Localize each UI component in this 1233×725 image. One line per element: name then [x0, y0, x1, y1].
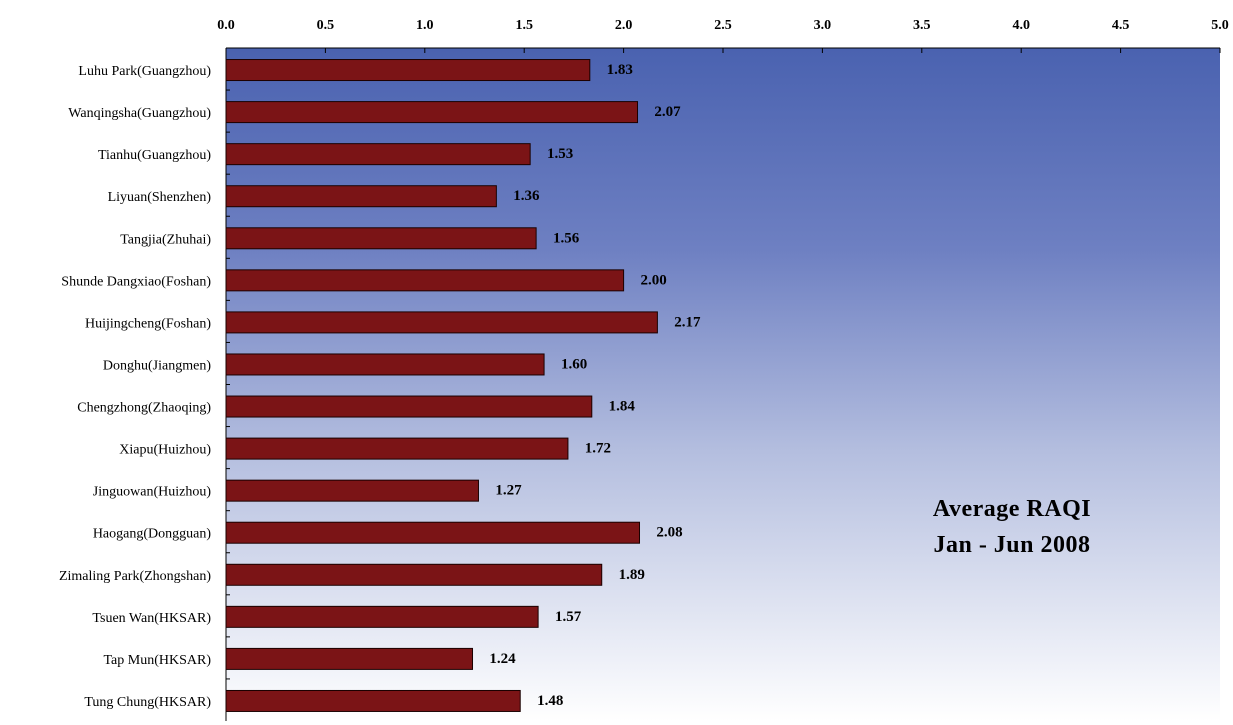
data-label: 1.89 — [619, 567, 645, 583]
bar — [225, 101, 639, 124]
x-tick-label: 5.0 — [1211, 18, 1229, 33]
data-label: 2.08 — [656, 525, 682, 541]
x-tick-label: 0.0 — [217, 18, 235, 33]
category-label: Xiapu(Huizhou) — [119, 443, 211, 458]
data-label: 1.48 — [537, 693, 563, 709]
category-label: Tung Chung(HKSAR) — [84, 695, 211, 710]
annotation: Average RAQI Jan - Jun 2008 — [933, 496, 1091, 558]
x-tick-label: 2.0 — [615, 18, 633, 33]
bar — [225, 353, 545, 376]
bar — [225, 59, 591, 82]
category-label: Tianhu(Guangzhou) — [98, 148, 211, 163]
x-tick-label: 4.0 — [1012, 18, 1030, 33]
data-label: 2.00 — [640, 272, 666, 288]
x-tick-label: 2.5 — [714, 18, 732, 33]
bar — [225, 437, 569, 460]
data-label: 1.60 — [561, 356, 587, 372]
bar — [225, 647, 474, 670]
annotation-line-2: Jan - Jun 2008 — [933, 532, 1090, 558]
data-label: 1.84 — [609, 399, 636, 415]
data-label: 1.27 — [495, 483, 522, 499]
labels: 0.0 0.5 1.0 1.5 2.0 2.5 3.0 3.5 4.0 4.5 5.0 Luhu Pa… — [59, 18, 1229, 710]
category-label: Haogang(Dongguan) — [93, 527, 212, 542]
data-label: 1.24 — [489, 651, 516, 667]
x-tick-label: 4.5 — [1112, 18, 1130, 33]
bar — [225, 311, 658, 334]
category-label: Chengzhong(Zhaoqing) — [77, 401, 211, 416]
category-label: Wanqingsha(Guangzhou) — [68, 106, 211, 121]
category-label: Zimaling Park(Zhongshan) — [59, 569, 211, 584]
x-tick-label: 3.5 — [913, 18, 931, 33]
bar — [225, 563, 603, 586]
x-tick-label: 1.0 — [416, 18, 434, 33]
data-label: 2.07 — [654, 104, 681, 120]
data-label: 1.83 — [607, 62, 633, 78]
x-tick-label: 3.0 — [814, 18, 832, 33]
data-label: 1.57 — [555, 609, 582, 625]
category-label: Shunde Dangxiao(Foshan) — [61, 274, 211, 289]
category-label: Donghu(Jiangmen) — [103, 358, 211, 373]
bar — [225, 395, 593, 418]
bar — [225, 689, 521, 712]
category-label: Tangjia(Zhuhai) — [120, 232, 211, 247]
category-label: Liyuan(Shenzhen) — [108, 190, 212, 205]
data-label: 1.36 — [513, 188, 540, 204]
bar — [225, 269, 625, 292]
bar — [225, 185, 497, 208]
category-label: Tsuen Wan(HKSAR) — [92, 611, 211, 626]
bar — [225, 479, 479, 502]
category-label: Tap Mun(HKSAR) — [103, 653, 211, 668]
data-label: 1.53 — [547, 146, 573, 162]
bar — [225, 605, 539, 628]
bar — [225, 227, 537, 250]
data-label: 1.72 — [585, 441, 611, 457]
category-label: Luhu Park(Guangzhou) — [78, 64, 211, 79]
x-tick-label: 0.5 — [317, 18, 335, 33]
x-tick-label: 1.5 — [515, 18, 533, 33]
data-label: 2.17 — [674, 314, 701, 330]
category-label: Jinguowan(Huizhou) — [93, 485, 212, 500]
bars — [225, 59, 658, 712]
bar — [225, 143, 531, 166]
data-label: 1.56 — [553, 230, 580, 246]
bar — [225, 521, 641, 544]
annotation-line-1: Average RAQI — [933, 496, 1091, 522]
category-label: Huijingcheng(Foshan) — [85, 316, 211, 331]
